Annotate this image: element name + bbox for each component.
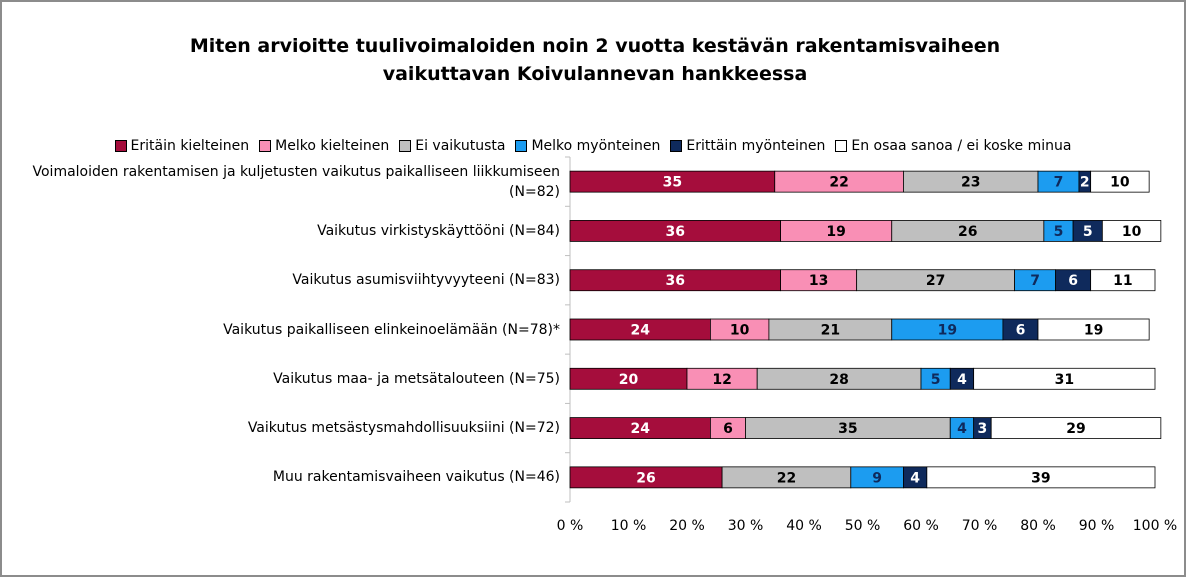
chart-title: Miten arvioitte tuulivoimaloiden noin 2 …: [189, 35, 1001, 85]
legend-swatch: [259, 140, 272, 152]
legend-label: Melko myönteinen: [531, 138, 661, 154]
x-tick-label: 70 %: [962, 518, 998, 534]
data-label: 5: [1083, 224, 1093, 240]
data-label: 11: [1113, 273, 1132, 289]
x-tick-label: 20 %: [669, 518, 705, 534]
legend-swatch: [835, 140, 848, 152]
legend-item: Eritäin kielteinen: [114, 138, 250, 154]
bar-segment: [1090, 170, 1150, 193]
data-label: 22: [777, 470, 796, 486]
legend-label: Erittäin myönteinen: [686, 138, 826, 154]
data-label: 36: [666, 273, 685, 289]
data-label: 10: [1122, 224, 1142, 240]
category-label-box: Vaikutus paikalliseen elinkeinoelämään (…: [223, 321, 560, 338]
data-label: 21: [821, 323, 840, 339]
data-label: 3: [978, 421, 988, 437]
category-label: Vaikutus metsästysmahdollisuuksiini (N=7…: [247, 420, 560, 437]
data-label: 12: [712, 372, 731, 388]
legend-item: Erittäin myönteinen: [670, 138, 825, 154]
data-label: 24: [630, 323, 650, 339]
x-tick-label: 10 %: [611, 518, 647, 534]
data-label: 2: [1080, 175, 1090, 191]
legend: Eritäin kielteinen Melko kielteinen Ei vai…: [2, 138, 1184, 154]
data-label: 9: [872, 470, 882, 486]
bar-segment: [1090, 269, 1156, 292]
category-label: Vaikutus paikalliseen elinkeinoelämään (…: [223, 321, 560, 338]
data-label: 6: [723, 421, 733, 437]
data-label: 5: [931, 372, 941, 388]
data-label: 35: [663, 175, 682, 191]
legend-swatch: [670, 140, 683, 152]
legend-item: Melko myönteinen: [515, 138, 660, 154]
data-label: 35: [838, 421, 857, 437]
legend-item: En osaa sanoa / ei koske minua: [835, 138, 1071, 154]
data-label: 26: [958, 224, 977, 240]
legend-swatch: [399, 140, 412, 152]
x-tick-label: 0 %: [557, 518, 584, 534]
data-label: 20: [619, 372, 639, 388]
bar-segment: [973, 367, 1156, 390]
data-label: 4: [957, 421, 967, 437]
data-label: 10: [730, 323, 750, 339]
data-label: 19: [1084, 323, 1103, 339]
bar-segment: [1037, 318, 1150, 341]
data-label: 28: [829, 372, 848, 388]
legend-label: Eritäin kielteinen: [130, 138, 250, 154]
data-label: 6: [1068, 273, 1078, 289]
category-label: Voimaloiden rakentamisen ja kuljetusten …: [32, 163, 561, 200]
data-label: 26: [636, 470, 655, 486]
data-label: 22: [829, 175, 848, 191]
x-tick-label: 50 %: [845, 518, 881, 534]
category-label-box: Vaikutus maa- ja metsätalouteen (N=75): [273, 370, 560, 387]
legend-swatch: [114, 140, 127, 152]
category-label-box: Voimaloiden rakentamisen ja kuljetusten …: [32, 163, 561, 200]
category-label-box: Vaikutus metsästysmahdollisuuksiini (N=7…: [247, 420, 560, 437]
x-tick-label: 80 %: [1020, 518, 1056, 534]
x-tick-label: 30 %: [728, 518, 764, 534]
legend-label: Ei vaikutusta: [415, 138, 506, 154]
category-label: Vaikutus maa- ja metsätalouteen (N=75): [273, 370, 560, 387]
category-label-box: Muu rakentamisvaiheen vaikutus (N=46): [272, 469, 560, 486]
legend-label: Melko kielteinen: [275, 138, 390, 154]
category-label-box: Vaikutus asumisviihtyvyyteeni (N=83): [292, 272, 560, 289]
x-tick-label: 90 %: [1079, 518, 1115, 534]
data-label: 36: [666, 224, 685, 240]
bar-segment: [990, 417, 1162, 439]
legend-item: Melko kielteinen: [259, 138, 389, 154]
data-label: 24: [630, 421, 650, 437]
data-label: 29: [1066, 421, 1085, 437]
data-label: 39: [1031, 470, 1050, 486]
x-tick-label: 100 %: [1133, 518, 1177, 534]
data-label: 7: [1030, 273, 1040, 289]
data-label: 10: [1110, 175, 1130, 191]
data-label: 5: [1054, 224, 1064, 240]
category-label: Muu rakentamisvaiheen vaikutus (N=46): [272, 469, 560, 486]
data-label: 13: [809, 273, 828, 289]
data-label: 19: [938, 323, 957, 339]
data-label: 7: [1054, 175, 1064, 191]
data-label: 4: [957, 372, 967, 388]
x-tick-label: 40 %: [786, 518, 822, 534]
legend-swatch: [515, 140, 528, 152]
data-label: 27: [926, 273, 945, 289]
data-label: 6: [1016, 323, 1026, 339]
legend-label: En osaa sanoa / ei koske minua: [851, 138, 1072, 154]
data-label: 4: [910, 470, 920, 486]
category-label: Vaikutus asumisviihtyvyyteeni (N=83): [292, 272, 560, 289]
legend-item: Ei vaikutusta: [399, 138, 505, 154]
bar-segment: [926, 466, 1156, 489]
data-label: 23: [961, 175, 980, 191]
data-label: 19: [826, 224, 845, 240]
data-label: 31: [1055, 372, 1074, 388]
category-label-box: Vaikutus virkistyskäyttööni (N=84): [317, 222, 560, 239]
category-label: Vaikutus virkistyskäyttööni (N=84): [317, 222, 560, 239]
x-tick-label: 60 %: [903, 518, 939, 534]
bar-segment: [1101, 220, 1162, 242]
